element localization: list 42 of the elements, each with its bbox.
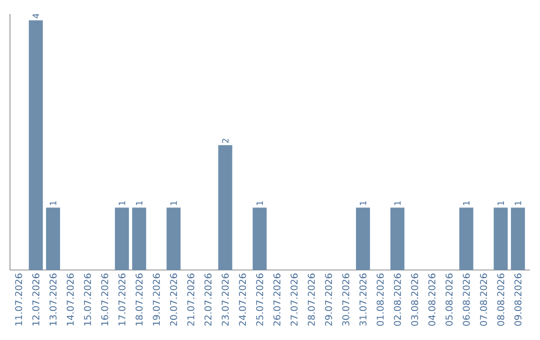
data-label: 1: [50, 201, 56, 206]
x-tick-label: 27.07.2026: [290, 274, 298, 326]
x-tick-label: 13.07.2026: [50, 274, 57, 326]
x-tick-label: 14.07.2026: [66, 274, 74, 326]
x-tick-label: 08.08.2026: [497, 274, 504, 326]
x-tick-label: 04.08.2026: [428, 274, 436, 326]
x-tick-label: 30.07.2026: [342, 274, 350, 326]
x-tick-label: 02.08.2026: [394, 274, 401, 326]
x-tick-label: 23.07.2026: [222, 274, 229, 326]
x-tick-label: 07.08.2026: [480, 274, 488, 326]
x-tick-label: 06.08.2026: [462, 274, 470, 326]
data-label: 1: [498, 201, 504, 206]
x-tick-label: 15.07.2026: [84, 274, 92, 326]
x-tick-label: 19.07.2026: [152, 274, 160, 326]
x-tick-label: 29.07.2026: [325, 274, 332, 326]
x-tick-label: 20.07.2026: [170, 274, 178, 326]
data-label: 1: [394, 201, 401, 206]
x-tick-label: 16.07.2026: [101, 274, 108, 326]
x-tick-label: 28.07.2026: [308, 274, 315, 326]
x-tick-label: 12.07.2026: [32, 274, 40, 326]
x-tick-label: 21.07.2026: [187, 274, 194, 326]
x-tick-label: 05.08.2026: [446, 274, 453, 326]
data-label: 1: [360, 201, 366, 206]
x-tick-label: 09.08.2026: [514, 274, 522, 326]
data-label: 1: [256, 201, 263, 206]
data-label: 1: [118, 201, 126, 206]
x-tick-label: 17.07.2026: [118, 274, 126, 326]
x-tick-label: 26.07.2026: [273, 274, 280, 326]
x-tick-label: 03.08.2026: [411, 274, 418, 326]
data-label: 4: [32, 14, 39, 18]
x-tick-label: 18.07.2026: [136, 274, 143, 326]
data-label: 1: [463, 201, 470, 206]
data-label: 1: [514, 201, 522, 206]
x-tick-label: 24.07.2026: [238, 274, 246, 326]
data-label: 1: [136, 201, 142, 206]
x-tick-label: 11.07.2026: [15, 274, 22, 326]
x-tick-label: 22.07.2026: [204, 274, 212, 326]
x-tick-label: 01.08.2026: [376, 274, 384, 326]
x-tick-label: 31.07.2026: [359, 274, 367, 326]
data-label: 1: [170, 201, 177, 206]
data-label: 2: [222, 138, 228, 143]
x-tick-label: 25.07.2026: [256, 274, 264, 326]
